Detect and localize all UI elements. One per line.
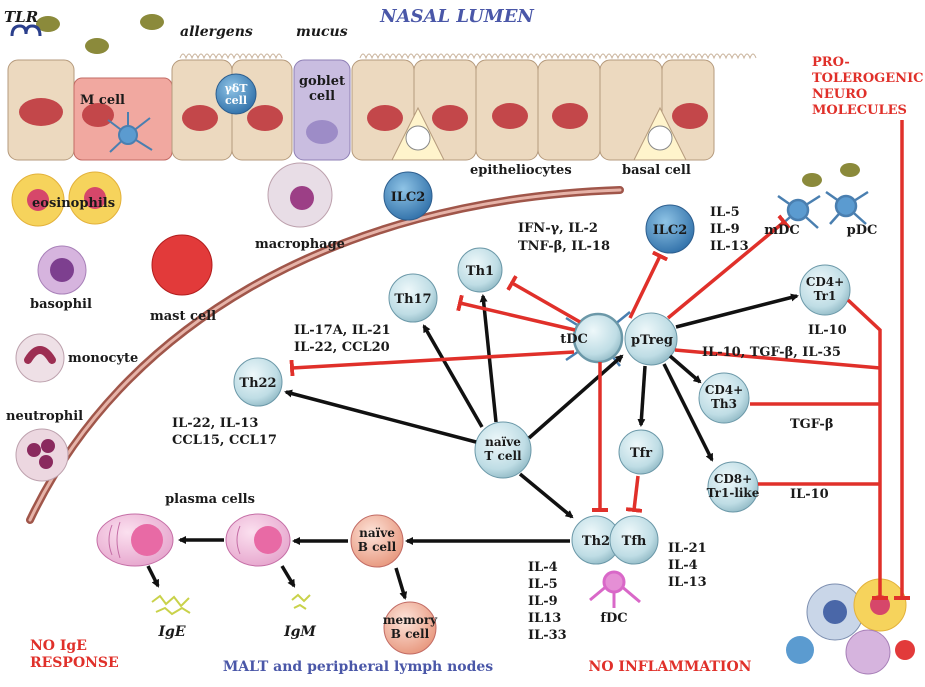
th2-cytokines-line2: IL-5 — [528, 577, 558, 592]
epithelial-layer — [8, 14, 860, 187]
fdc-label: fDC — [600, 611, 627, 626]
eosinophils-label: eosinophils — [32, 196, 115, 211]
ige-label: IgE — [157, 624, 185, 640]
th22-cytokines-line1: IL-22, IL-13 — [172, 416, 258, 431]
epitheliocytes-label: epitheliocytes — [470, 163, 572, 178]
tfh-cytokines-line3: IL-13 — [668, 575, 707, 590]
tfr-label: Tfr — [630, 446, 652, 461]
no-ige-response-line2: RESPONSE — [30, 655, 119, 671]
ptreg-label: pTreg — [631, 333, 673, 348]
ptreg-cytokines: IL-10, TGF-β, IL-35 — [702, 345, 841, 360]
tlr-label: TLR — [4, 8, 38, 26]
tlr-receptor-icon — [12, 26, 40, 36]
igm-antibodies-icon — [292, 595, 310, 609]
cd4-tr1-label-line2: Tr1 — [814, 289, 837, 303]
macrophage-label: macrophage — [255, 237, 345, 252]
tolerogenic-label-line3: NEURO — [812, 87, 867, 102]
plasma-cells-label: plasma cells — [165, 492, 255, 507]
th22-cytokines-line2: CCL15, CCL17 — [172, 433, 277, 448]
naive-t-label-line1: naïve — [485, 435, 521, 449]
tdc-label: tDC — [560, 332, 588, 347]
allergen — [840, 163, 860, 177]
cd8-label-line2: Tr1-like — [707, 486, 760, 500]
malt-label: MALT and peripheral lymph nodes — [223, 659, 493, 675]
ilc2-cytokines-line3: IL-13 — [710, 239, 749, 254]
goblet-label-line2: cell — [309, 89, 335, 104]
inflammatory-cell-cluster — [786, 579, 915, 674]
cd8-cytokines: IL-10 — [790, 487, 829, 502]
pdc-cell — [826, 192, 868, 224]
ilc2-tissue-label: ILC2 — [391, 190, 426, 205]
th17-cytokines-line1: IL-17A, IL-21 — [294, 323, 391, 338]
no-inflammation-label: NO INFLAMMATION — [589, 659, 752, 675]
plasma-cell-1 — [97, 514, 173, 566]
th3-cytokines: TGF-β — [790, 417, 833, 432]
allergen — [802, 173, 822, 187]
cd8-label-line1: CD8+ — [714, 472, 752, 486]
cd4-th3-label-line1: CD4+ — [705, 383, 743, 397]
plasma-cell-2 — [226, 514, 290, 566]
ilc2-cytokines-line2: IL-9 — [710, 222, 740, 237]
th17-label: Th17 — [394, 292, 431, 307]
th2-cytokines-line5: IL-33 — [528, 628, 567, 643]
pdc-label: pDC — [847, 223, 878, 238]
tolerogenic-label-line2: TOLEROGENIC — [812, 71, 924, 86]
naive-t-label-line2: T cell — [484, 449, 522, 463]
memory-b-label-line1: memory — [383, 613, 438, 627]
monocyte-label: monocyte — [68, 351, 138, 366]
tfh-cytokines-line2: IL-4 — [668, 558, 698, 573]
mucus-label: mucus — [296, 24, 348, 40]
allergen — [140, 14, 164, 30]
ige-antibodies-icon — [152, 596, 190, 614]
th1-label: Th1 — [466, 264, 494, 279]
basal-cell-label: basal cell — [622, 163, 691, 178]
tr1-cytokines: IL-10 — [808, 323, 847, 338]
naive-b-label-line2: B cell — [358, 540, 397, 554]
goblet-label-line1: goblet — [299, 74, 345, 89]
tolerogenic-label-line1: PRO- — [812, 55, 850, 70]
tfh-label: Tfh — [622, 534, 647, 549]
allergens-label: allergens — [180, 24, 253, 40]
tfh-cytokines-line1: IL-21 — [668, 541, 707, 556]
mdc-label: mDC — [764, 223, 799, 238]
th2-cytokines-line4: IL13 — [528, 611, 561, 626]
neutrophil-label: neutrophil — [6, 409, 83, 424]
th2-cytokines-line3: IL-9 — [528, 594, 558, 609]
gdt-label-line2: cell — [225, 94, 247, 107]
th1-cytokines-line2: TNF-β, IL-18 — [518, 239, 610, 254]
th2-cytokines-line1: IL-4 — [528, 560, 558, 575]
th1-cytokines-line1: IFN-γ, IL-2 — [518, 221, 598, 236]
cd4-th3-label-line2: Th3 — [711, 397, 737, 411]
nasal-lumen-title: NASAL LUMEN — [379, 6, 535, 27]
igm-label: IgM — [283, 624, 316, 640]
mast-cell-label: mast cell — [150, 309, 216, 324]
allergen — [85, 38, 109, 54]
m-cell-label: M cell — [80, 93, 125, 108]
ilc2-label: ILC2 — [653, 223, 688, 238]
no-ige-response-line1: NO IgE — [30, 638, 87, 654]
memory-b-label-line2: B cell — [391, 627, 430, 641]
cd4-tr1-label-line1: CD4+ — [806, 275, 844, 289]
fdc-cell — [590, 572, 640, 608]
tolerogenic-label-line4: MOLECULES — [812, 103, 907, 118]
th2-label: Th2 — [582, 534, 610, 549]
th17-cytokines-line2: IL-22, CCL20 — [294, 340, 390, 355]
ilc2-cytokines-line1: IL-5 — [710, 205, 740, 220]
basophil-label: basophil — [30, 297, 92, 312]
neutrophil-cell — [16, 429, 68, 481]
naive-b-label-line1: naïve — [359, 526, 395, 540]
monocyte-cell — [16, 334, 64, 382]
th22-label: Th22 — [239, 376, 276, 391]
mast-cell-shape — [152, 235, 212, 295]
